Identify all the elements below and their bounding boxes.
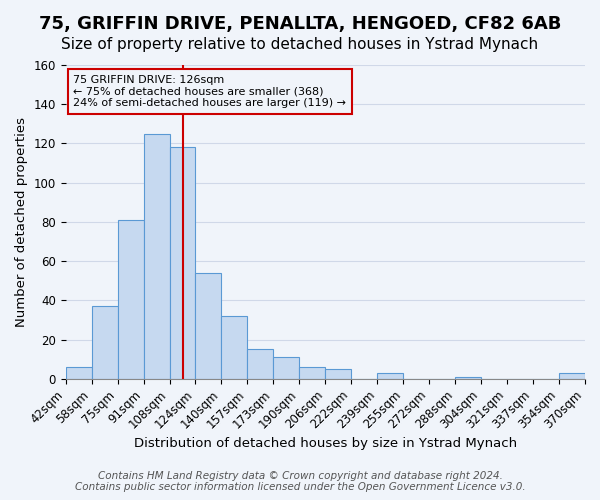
Bar bbox=[377, 373, 403, 379]
Bar bbox=[143, 134, 170, 379]
Text: 75, GRIFFIN DRIVE, PENALLTA, HENGOED, CF82 6AB: 75, GRIFFIN DRIVE, PENALLTA, HENGOED, CF… bbox=[39, 15, 561, 33]
Bar bbox=[196, 273, 221, 379]
Bar bbox=[299, 367, 325, 379]
X-axis label: Distribution of detached houses by size in Ystrad Mynach: Distribution of detached houses by size … bbox=[134, 437, 517, 450]
Bar bbox=[65, 367, 92, 379]
Bar bbox=[170, 148, 196, 379]
Bar bbox=[274, 358, 299, 379]
Bar bbox=[455, 377, 481, 379]
Bar bbox=[325, 369, 351, 379]
Bar bbox=[221, 316, 247, 379]
Bar bbox=[118, 220, 143, 379]
Text: Contains HM Land Registry data © Crown copyright and database right 2024.
Contai: Contains HM Land Registry data © Crown c… bbox=[74, 471, 526, 492]
Text: 75 GRIFFIN DRIVE: 126sqm
← 75% of detached houses are smaller (368)
24% of semi-: 75 GRIFFIN DRIVE: 126sqm ← 75% of detach… bbox=[73, 75, 346, 108]
Y-axis label: Number of detached properties: Number of detached properties bbox=[15, 117, 28, 327]
Bar bbox=[559, 373, 585, 379]
Text: Size of property relative to detached houses in Ystrad Mynach: Size of property relative to detached ho… bbox=[61, 38, 539, 52]
Bar bbox=[247, 350, 274, 379]
Bar bbox=[92, 306, 118, 379]
